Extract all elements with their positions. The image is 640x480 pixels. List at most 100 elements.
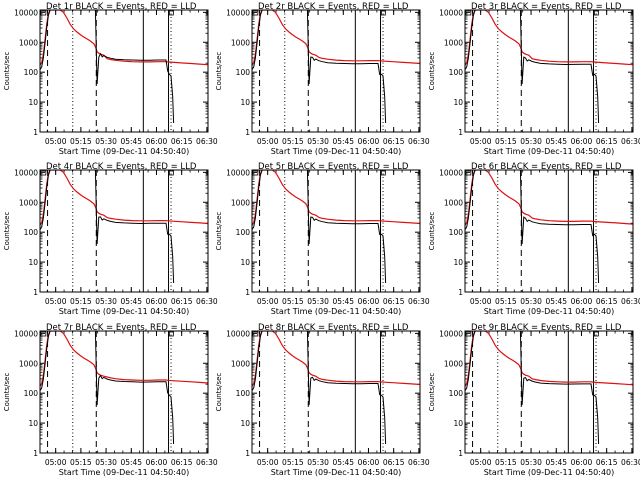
x-tick-label: 06:30 xyxy=(621,297,640,306)
y-tick-label: 10000 xyxy=(439,168,463,177)
saturation-box xyxy=(40,170,47,176)
x-tick-label: 05:30 xyxy=(95,458,117,467)
saturation-box xyxy=(40,10,47,16)
y-tick-label: 10000 xyxy=(226,168,250,177)
x-tick-label: 06:15 xyxy=(596,137,618,146)
events-series-line xyxy=(40,170,175,284)
saturation-box xyxy=(252,10,259,16)
saturation-box xyxy=(593,170,599,176)
x-tick-label: 05:30 xyxy=(307,297,329,306)
x-axis-label: Start Time (09-Dec-11 04:50:40) xyxy=(484,468,615,477)
x-tick-label: 05:45 xyxy=(332,297,354,306)
y-tick-label: 100 xyxy=(24,389,39,398)
y-tick-label: 100 xyxy=(236,68,251,77)
y-tick-label: 1000 xyxy=(444,359,463,368)
events-series-line xyxy=(252,331,387,445)
y-tick-label: 10000 xyxy=(439,329,463,338)
x-tick-label: 06:00 xyxy=(571,137,593,146)
events-series-line xyxy=(252,10,387,124)
y-axis-label: Counts/sec xyxy=(428,212,436,251)
x-tick-label: 05:45 xyxy=(332,458,354,467)
x-tick-label: 05:30 xyxy=(520,458,542,467)
plot-frame xyxy=(464,169,634,293)
x-tick-label: 05:15 xyxy=(70,458,92,467)
panel-title: Det 3r BLACK = Events, RED = LLD xyxy=(471,2,622,12)
plot-frame xyxy=(251,330,421,454)
x-tick-label: 05:45 xyxy=(545,297,567,306)
plot-frame xyxy=(464,9,634,133)
y-tick-label: 1 xyxy=(245,288,250,297)
y-tick-label: 1 xyxy=(245,449,250,458)
x-tick-label: 05:00 xyxy=(45,137,67,146)
x-tick-label: 06:15 xyxy=(383,458,405,467)
lld-series-line xyxy=(252,170,420,226)
saturation-box xyxy=(593,10,599,16)
saturation-box xyxy=(380,331,386,337)
x-tick-label: 06:15 xyxy=(171,137,193,146)
x-tick-label: 05:15 xyxy=(70,297,92,306)
x-tick-label: 06:00 xyxy=(358,297,380,306)
events-series-line xyxy=(465,170,600,284)
saturation-box xyxy=(168,10,174,16)
x-tick-label: 06:15 xyxy=(171,297,193,306)
chart-panel: Det 2r BLACK = Events, RED = LLD Counts/s… xyxy=(215,2,430,156)
panel-title: Det 6r BLACK = Events, RED = LLD xyxy=(471,162,622,172)
x-tick-label: 06:00 xyxy=(358,137,380,146)
lld-series-line xyxy=(40,10,208,66)
y-tick-label: 1 xyxy=(458,288,463,297)
y-tick-label: 1 xyxy=(458,449,463,458)
chart-panel: Det 9r BLACK = Events, RED = LLD Counts/s… xyxy=(428,323,640,477)
saturation-box xyxy=(40,331,47,337)
chart-panel: Det 6r BLACK = Events, RED = LLD Counts/s… xyxy=(428,162,640,316)
panel-title: Det 8r BLACK = Events, RED = LLD xyxy=(258,323,409,333)
events-series-line xyxy=(40,10,175,124)
x-tick-label: 06:15 xyxy=(383,137,405,146)
plot-frame xyxy=(39,9,209,133)
x-tick-label: 06:15 xyxy=(171,458,193,467)
panel-title: Det 4r BLACK = Events, RED = LLD xyxy=(46,162,197,172)
y-tick-label: 1 xyxy=(458,128,463,137)
x-tick-label: 05:00 xyxy=(470,137,492,146)
x-tick-label: 06:00 xyxy=(146,458,168,467)
x-axis-label: Start Time (09-Dec-11 04:50:40) xyxy=(271,147,402,156)
y-tick-label: 1000 xyxy=(19,38,38,47)
y-axis-label: Counts/sec xyxy=(3,52,11,91)
y-tick-label: 10 xyxy=(240,258,250,267)
x-tick-label: 05:00 xyxy=(470,458,492,467)
saturation-box xyxy=(168,170,174,176)
x-tick-label: 05:45 xyxy=(545,458,567,467)
y-tick-label: 10000 xyxy=(439,8,463,17)
x-tick-label: 06:30 xyxy=(196,297,218,306)
y-tick-label: 1000 xyxy=(231,359,250,368)
x-tick-label: 06:00 xyxy=(146,137,168,146)
x-tick-label: 05:15 xyxy=(282,137,304,146)
y-axis-label: Counts/sec xyxy=(215,212,223,251)
chart-panel: Det 4r BLACK = Events, RED = LLD Counts/s… xyxy=(3,162,218,316)
x-tick-label: 05:15 xyxy=(70,137,92,146)
panel-title: Det 1r BLACK = Events, RED = LLD xyxy=(46,2,197,12)
saturation-box xyxy=(380,10,386,16)
y-tick-label: 100 xyxy=(236,389,251,398)
saturation-box xyxy=(465,10,472,16)
x-tick-label: 05:45 xyxy=(332,137,354,146)
x-tick-label: 05:15 xyxy=(282,458,304,467)
x-tick-label: 05:30 xyxy=(95,297,117,306)
x-tick-label: 06:30 xyxy=(408,137,430,146)
y-axis-label: Counts/sec xyxy=(3,212,11,251)
chart-panel: Det 3r BLACK = Events, RED = LLD Counts/s… xyxy=(428,2,640,156)
x-axis-label: Start Time (09-Dec-11 04:50:40) xyxy=(271,307,402,316)
saturation-box xyxy=(465,170,472,176)
y-tick-label: 1000 xyxy=(231,38,250,47)
x-tick-label: 06:30 xyxy=(408,458,430,467)
y-tick-label: 100 xyxy=(24,228,39,237)
lld-series-line xyxy=(252,10,420,66)
events-series-line xyxy=(252,170,387,284)
x-tick-label: 05:00 xyxy=(257,458,279,467)
y-tick-label: 1 xyxy=(245,128,250,137)
x-axis-label: Start Time (09-Dec-11 04:50:40) xyxy=(271,468,402,477)
saturation-box xyxy=(593,331,599,337)
y-tick-label: 10 xyxy=(240,98,250,107)
y-tick-label: 10000 xyxy=(14,329,38,338)
lld-series-line xyxy=(465,170,633,226)
x-tick-label: 06:30 xyxy=(621,137,640,146)
